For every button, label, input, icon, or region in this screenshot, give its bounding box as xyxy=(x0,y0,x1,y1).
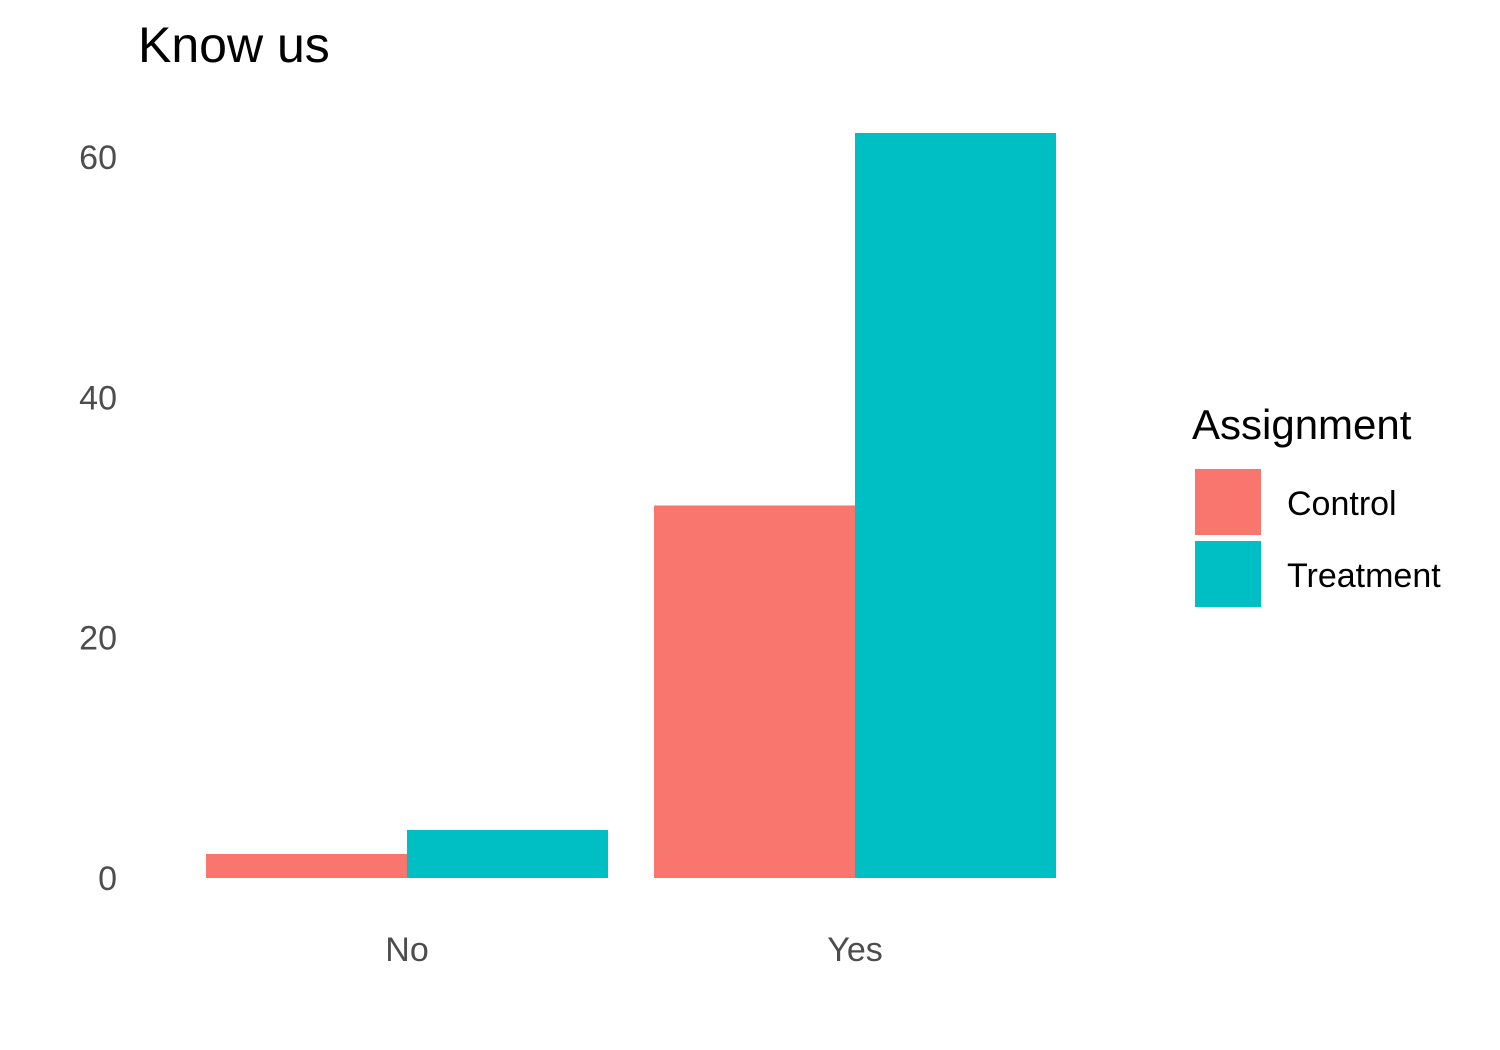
legend-swatch-treatment xyxy=(1195,541,1261,607)
x-tick-label: Yes xyxy=(827,931,882,969)
legend-swatch-control xyxy=(1195,469,1261,535)
legend-title: Assignment xyxy=(1192,401,1412,448)
y-tick-label: 0 xyxy=(98,860,117,898)
bar-yes-control xyxy=(654,505,855,878)
x-axis: No Yes xyxy=(385,931,882,969)
bars xyxy=(206,132,1056,878)
legend: Assignment Control Treatment xyxy=(1192,401,1441,607)
y-tick-label: 60 xyxy=(79,139,117,177)
chart-title: Know us xyxy=(138,17,330,73)
y-axis: 0 20 40 60 xyxy=(79,139,117,898)
legend-items: Control Treatment xyxy=(1195,469,1441,607)
x-tick-label: No xyxy=(385,931,428,969)
bar-no-control xyxy=(206,853,407,878)
bar-no-treatment xyxy=(407,829,608,878)
y-tick-label: 20 xyxy=(79,620,117,658)
bar-yes-treatment xyxy=(855,132,1056,878)
legend-label-control: Control xyxy=(1287,485,1397,523)
y-tick-label: 40 xyxy=(79,379,117,417)
legend-label-treatment: Treatment xyxy=(1287,557,1441,595)
